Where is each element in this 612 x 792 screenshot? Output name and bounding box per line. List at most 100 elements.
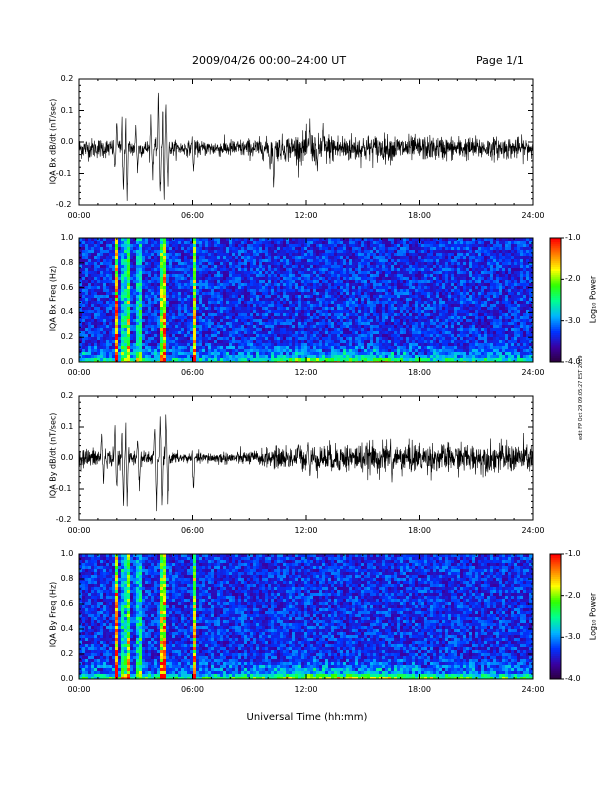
heatmap-cell (127, 349, 130, 352)
heatmap-cell (313, 268, 316, 271)
heatmap-cell (151, 313, 154, 316)
heatmap-cell (232, 247, 235, 250)
heatmap-cell (238, 298, 241, 301)
heatmap-cell (412, 238, 415, 241)
heatmap-cell (304, 340, 307, 343)
heatmap-cell (148, 274, 151, 277)
heatmap-cell (349, 316, 352, 319)
heatmap-cell (409, 313, 412, 316)
heatmap-cell (151, 271, 154, 274)
heatmap-cell (79, 322, 82, 325)
heatmap-cell (106, 334, 109, 337)
heatmap-cell (301, 247, 304, 250)
heatmap-cell (91, 340, 94, 343)
heatmap-cell (274, 256, 277, 259)
heatmap-cell (298, 325, 301, 328)
heatmap-cell (82, 343, 85, 346)
heatmap-cell (139, 271, 142, 274)
heatmap-cell (220, 316, 223, 319)
heatmap-cell (91, 355, 94, 358)
heatmap-cell (370, 304, 373, 307)
heatmap-cell (94, 241, 97, 244)
heatmap-cell (373, 349, 376, 352)
heatmap-cell (376, 250, 379, 253)
heatmap-cell (100, 253, 103, 256)
heatmap-cell (388, 238, 391, 241)
heatmap-cell (406, 283, 409, 286)
heatmap-cell (106, 289, 109, 292)
heatmap-cell (109, 349, 112, 352)
heatmap-cell (133, 247, 136, 250)
heatmap-cell (403, 244, 406, 247)
heatmap-cell (217, 325, 220, 328)
heatmap-cell (85, 343, 88, 346)
heatmap-cell (340, 277, 343, 280)
heatmap-cell (112, 241, 115, 244)
heatmap-cell (100, 352, 103, 355)
heatmap-cell (91, 277, 94, 280)
heatmap-cell (310, 349, 313, 352)
heatmap-cell (241, 289, 244, 292)
heatmap-cell (199, 334, 202, 337)
heatmap-cell (106, 283, 109, 286)
heatmap-cell (184, 268, 187, 271)
heatmap-cell (358, 277, 361, 280)
heatmap-cell (166, 283, 169, 286)
heatmap-cell (244, 337, 247, 340)
heatmap-cell (397, 349, 400, 352)
heatmap-cell (208, 352, 211, 355)
heatmap-cell (244, 358, 247, 361)
heatmap-cell (301, 277, 304, 280)
heatmap-cell (391, 259, 394, 262)
heatmap-cell (208, 256, 211, 259)
heatmap-cell (406, 295, 409, 298)
heatmap-cell (277, 295, 280, 298)
heatmap-cell (256, 301, 259, 304)
heatmap-cell (328, 253, 331, 256)
heatmap-cell (361, 274, 364, 277)
heatmap-cell (358, 346, 361, 349)
heatmap-cell (178, 307, 181, 310)
heatmap-cell (178, 259, 181, 262)
heatmap-cell (163, 250, 166, 253)
heatmap-cell (358, 256, 361, 259)
heatmap-cell (103, 286, 106, 289)
heatmap-cell (388, 325, 391, 328)
heatmap-cell (355, 274, 358, 277)
heatmap-cell (400, 331, 403, 334)
heatmap-cell (352, 283, 355, 286)
heatmap-cell (196, 340, 199, 343)
heatmap-cell (142, 280, 145, 283)
heatmap-cell (343, 298, 346, 301)
heatmap-cell (325, 274, 328, 277)
heatmap-cell (211, 340, 214, 343)
heatmap-cell (151, 295, 154, 298)
heatmap-cell (91, 313, 94, 316)
heatmap-cell (376, 247, 379, 250)
heatmap-cell (187, 325, 190, 328)
x-tick-label: 06:00 (180, 526, 205, 535)
y-tick-label: 0.8 (60, 574, 74, 583)
heatmap-cell (79, 253, 82, 256)
heatmap-cell (349, 262, 352, 265)
heatmap-cell (85, 349, 88, 352)
heatmap-cell (343, 283, 346, 286)
heatmap-cell (415, 286, 418, 289)
heatmap-cell (301, 331, 304, 334)
heatmap-cell (295, 331, 298, 334)
heatmap-cell (307, 337, 310, 340)
heatmap-cell (211, 286, 214, 289)
heatmap-cell (172, 355, 175, 358)
heatmap-cell (82, 274, 85, 277)
heatmap-cell (250, 328, 253, 331)
heatmap-cell (211, 322, 214, 325)
heatmap-cell (298, 292, 301, 295)
heatmap-cell (160, 268, 163, 271)
heatmap-cell (364, 253, 367, 256)
heatmap-cell (274, 343, 277, 346)
heatmap-cell (382, 271, 385, 274)
heatmap-cell (94, 301, 97, 304)
heatmap-cell (184, 313, 187, 316)
heatmap-cell (418, 244, 421, 247)
heatmap-cell (382, 250, 385, 253)
